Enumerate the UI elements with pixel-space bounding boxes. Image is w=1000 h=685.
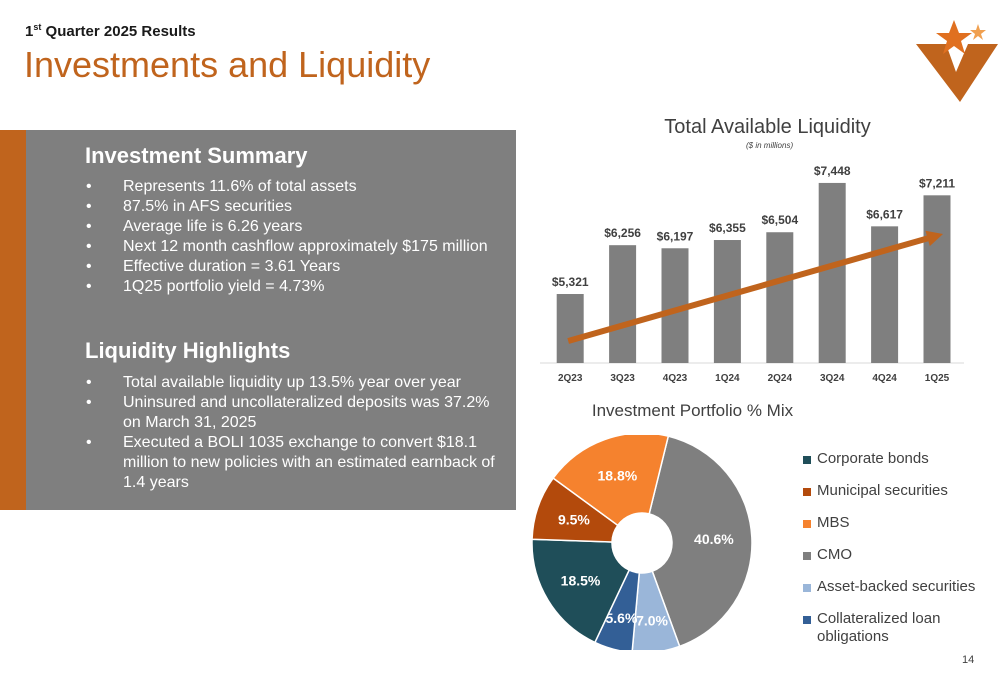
list-item: • Total available liquidity up 13.5% year… (86, 374, 461, 391)
liquidity-highlights-heading: Liquidity Highlights (85, 338, 291, 363)
legend-swatch (803, 552, 811, 560)
bar (713, 240, 741, 363)
bar (556, 294, 584, 363)
legend-swatch (803, 584, 811, 592)
legend-item: Municipal securities (803, 482, 998, 500)
portfolio-donut-chart: 40.6% 7.0%5.6% 18.5% 9.5% 18.8% (531, 435, 753, 650)
page-number: 14 (962, 654, 975, 666)
list-item: • Next 12 month cashflow approximately $1… (86, 238, 488, 255)
investment-summary-list: • Represents 11.6% of total assets • 87.5%… (86, 177, 506, 297)
bar-value-label: $6,197 (657, 229, 694, 243)
x-tick-label: 3Q23 (610, 373, 635, 384)
x-tick-label: 2Q24 (768, 373, 793, 384)
bar-value-label: $6,617 (866, 207, 903, 221)
liquidity-chart-title: Total Available Liquidity (664, 116, 871, 138)
legend-item: Corporate bonds (803, 450, 998, 468)
x-tick-label: 1Q25 (925, 373, 950, 384)
investment-summary-heading: Investment Summary (85, 143, 308, 168)
slice-value-label: 40.6% (694, 531, 734, 547)
bar-value-label: $6,256 (604, 226, 641, 240)
logo-star (936, 20, 972, 54)
page-title: Investments and Liquidity (24, 44, 431, 85)
legend-swatch (803, 616, 811, 624)
trend-arrow-line (567, 235, 929, 344)
legend-item: Collateralized loan obligations (803, 610, 998, 646)
legend-swatch (803, 488, 811, 496)
bar-value-label: $6,355 (709, 221, 746, 235)
bar (818, 182, 846, 363)
x-tick-label: 3Q24 (820, 373, 845, 384)
portfolio-legend: Corporate bonds Municipal securities MBS… (803, 450, 998, 660)
logo-small-star (970, 24, 986, 40)
x-tick-label: 1Q24 (715, 373, 740, 384)
list-item: • Represents 11.6% of total assets (86, 178, 357, 195)
bar-value-label: $6,504 (761, 213, 798, 227)
liquidity-highlights-list: • Total available liquidity up 13.5% year… (86, 373, 506, 493)
trend-arrow-head (925, 230, 943, 247)
slice-value-label: 5.6% (605, 610, 637, 626)
x-tick-label: 2Q23 (558, 373, 583, 384)
legend-swatch (803, 520, 811, 528)
pie-slice (648, 435, 753, 648)
legend-swatch (803, 456, 811, 464)
logo-v-shape (916, 44, 998, 102)
x-tick-label: 4Q24 (872, 373, 897, 384)
slice-value-label: 18.5% (561, 572, 601, 588)
list-item: • Effective duration = 3.61 Years (86, 258, 341, 275)
slice-value-label: 7.0% (636, 612, 668, 628)
bar (609, 245, 637, 363)
bar-value-label: $7,448 (814, 164, 851, 178)
list-item: • 87.5% in AFS securities (86, 198, 292, 215)
slice-value-label: 9.5% (558, 511, 590, 527)
liquidity-bar-chart: $5,321 2Q23 $6,256 3Q23 $6,197 4Q23 $6,355 1Q24… (540, 164, 964, 384)
bar (766, 232, 794, 363)
list-item: • Executed a BOLI 1035 exchange to conver… (86, 434, 495, 491)
pie-slice (531, 538, 631, 644)
bar (923, 195, 951, 363)
list-item: • Average life is 6.26 years (86, 218, 303, 235)
legend-item: CMO (803, 546, 998, 564)
liquidity-chart-units: ($ in millions) (746, 141, 794, 150)
x-tick-label: 4Q23 (663, 373, 688, 384)
pie-slice (552, 435, 670, 527)
pie-slice (631, 570, 681, 650)
list-item: • Uninsured and uncollateralized deposits… (86, 394, 490, 431)
legend-item: Asset-backed securities (803, 578, 998, 596)
accent-bar (0, 130, 26, 510)
bar-value-label: $7,211 (919, 176, 955, 190)
portfolio-chart-title: Investment Portfolio % Mix (591, 401, 794, 420)
brand-logo (916, 20, 998, 102)
list-item: • 1Q25 portfolio yield = 4.73% (86, 278, 325, 295)
slice-value-label: 18.8% (598, 467, 638, 483)
legend-item: MBS (803, 514, 998, 532)
report-subtitle: 1st Quarter 2025 Results (25, 22, 196, 40)
bar-value-label: $5,321 (552, 275, 589, 289)
summary-panel: Investment Summary • Represents 11.6% of … (26, 130, 516, 510)
